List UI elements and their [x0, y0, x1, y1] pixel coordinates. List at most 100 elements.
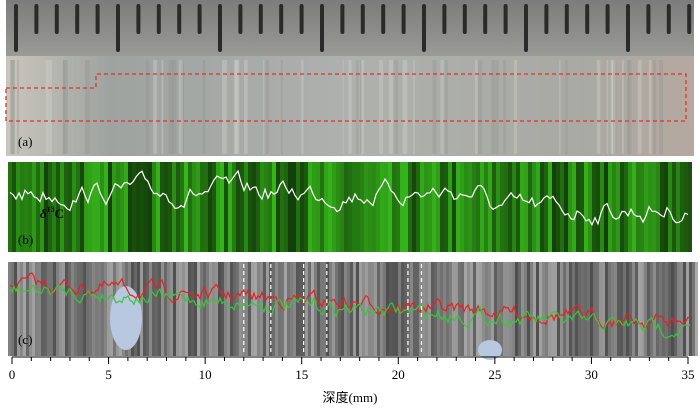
panel-c-stripe — [347, 262, 350, 356]
panel-b-stripe — [264, 162, 268, 252]
panel-c-stripe — [290, 262, 293, 356]
panel-b-stripe — [668, 162, 672, 252]
panel-a-streak — [394, 60, 399, 154]
panel-a-streak — [263, 60, 266, 154]
panel-b-stripe — [316, 162, 320, 252]
panel-c-stripe — [317, 262, 320, 356]
panel-c-stripe — [533, 262, 536, 356]
panel-c-stripe — [149, 262, 152, 356]
panel-b-stripe — [472, 162, 476, 252]
panel-c-stripe — [329, 262, 332, 356]
panel-c-stripe — [83, 262, 86, 356]
panel-b-stripe — [292, 162, 296, 252]
scale-notch — [462, 4, 467, 34]
panel-c-stripe — [230, 262, 233, 356]
panel-c-stripe — [155, 262, 158, 356]
panel-c-stripe — [362, 262, 365, 356]
scale-notch — [279, 4, 284, 34]
tick-label: 0 — [9, 367, 16, 382]
panel-b-stripe — [308, 162, 312, 252]
panel-b-stripe — [440, 162, 444, 252]
panel-c-stripe — [674, 262, 677, 356]
panel-b-stripe — [168, 162, 172, 252]
panel-b-stripe — [532, 162, 536, 252]
panel-c-stripe — [641, 262, 644, 356]
panel-c-stripe — [218, 262, 221, 356]
panel-b-stripe — [392, 162, 396, 252]
panel-a-streak — [234, 60, 238, 154]
panel-c-stripe — [449, 262, 452, 356]
panel-c-stripe — [506, 262, 509, 356]
panel-b-stripe — [592, 162, 596, 252]
panel-b-stripe — [84, 162, 88, 252]
panel-c-stripe — [191, 262, 194, 356]
panel-c-stripe — [65, 262, 68, 356]
panel-b-stripe — [536, 162, 540, 252]
panel-c-stripe — [548, 262, 551, 356]
panel-b-stripe — [664, 162, 668, 252]
panel-b-stripe — [636, 162, 640, 252]
panel-b-stripe — [140, 162, 144, 252]
panel-b-series-label: δ13C — [40, 205, 64, 221]
panel-b-stripe — [584, 162, 588, 252]
panel-b-stripe — [384, 162, 388, 252]
panel-b-stripe — [284, 162, 288, 252]
panel-b-stripe — [336, 162, 340, 252]
panel-b-stripe — [196, 162, 200, 252]
panel-b-stripe — [420, 162, 424, 252]
panel-a-streak — [236, 60, 240, 154]
panel-c-stripe — [311, 262, 314, 356]
tick-label: 35 — [682, 367, 695, 382]
panel-c-stripe — [98, 262, 101, 356]
panel-c-stripe — [503, 262, 506, 356]
panel-c-stripe — [35, 262, 38, 356]
panel-c-stripe — [695, 262, 698, 356]
panel-b-stripe — [180, 162, 184, 252]
panel-b-stripe — [456, 162, 460, 252]
panel-a-streak — [653, 60, 657, 154]
scale-notch — [503, 4, 508, 34]
panel-c-stripe — [173, 262, 176, 356]
tick-label: 10 — [199, 367, 212, 382]
panel-b-stripe — [16, 162, 20, 252]
panel-b-stripe — [296, 162, 300, 252]
panel-b-stripe — [96, 162, 100, 252]
tick-label: 5 — [105, 367, 112, 382]
scale-notch — [381, 4, 386, 34]
panel-a-streak — [648, 60, 652, 154]
panel-b-stripe — [312, 162, 316, 252]
panel-c-stripe — [473, 262, 476, 356]
panel-b-label: (b) — [18, 232, 33, 247]
scale-notch — [666, 4, 671, 34]
panel-b-stripe — [252, 162, 256, 252]
panel-c-stripe — [563, 262, 566, 356]
panel-c-stripe — [305, 262, 308, 356]
panel-b-stripe — [280, 162, 284, 252]
panel-b-stripe — [28, 162, 32, 252]
panel-c-stripe — [344, 262, 347, 356]
panel-a-streak — [301, 60, 304, 154]
panel-b-stripe — [476, 162, 480, 252]
panel-b-stripe — [452, 162, 456, 252]
scale-notch — [524, 4, 528, 52]
panel-c-stripe — [143, 262, 146, 356]
panel-c-stripe — [77, 262, 80, 356]
panel-b-stripe — [288, 162, 292, 252]
panel-c-stripe — [605, 262, 608, 356]
panel-a-streak — [379, 60, 383, 154]
panel-c-stripe — [524, 262, 527, 356]
panel-c-stripe — [197, 262, 200, 356]
panel-c-stripe — [248, 262, 251, 356]
panel-c-stripe — [527, 262, 530, 356]
panel-c-stripe — [410, 262, 413, 356]
panel-b-stripe — [448, 162, 452, 252]
panel-b-stripes — [8, 162, 688, 252]
panel-a-streak — [145, 60, 150, 154]
panel-a-streak — [180, 60, 185, 154]
panel-c-stripe — [287, 262, 290, 356]
panel-c-stripe — [389, 262, 392, 356]
panel-c-stripe — [692, 262, 695, 356]
panel-b-stripe — [100, 162, 104, 252]
panel-c-stripe — [161, 262, 164, 356]
panel-b-stripe — [372, 162, 376, 252]
